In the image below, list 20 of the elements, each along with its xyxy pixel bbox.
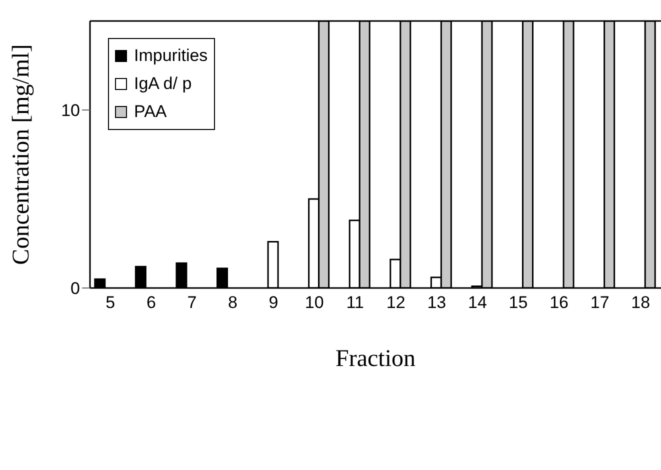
x-tick-label: 15 [508,293,528,312]
x-tick-label: 8 [228,293,238,312]
x-tick-label: 12 [386,293,406,312]
x-tick-label: 10 [304,293,324,312]
x-tick-label: 6 [146,293,156,312]
x-tick-label: 17 [590,293,610,312]
x-tick-label: 7 [187,293,197,312]
y-tick-label: 0 [70,279,80,298]
x-tick-label: 14 [468,293,487,312]
legend-label: Impurities [134,45,208,67]
y-axis-title: Concentration [mg/ml] [8,44,35,265]
x-tick-label: 13 [427,293,446,312]
x-tick-label: 11 [346,293,364,312]
x-tick-label: 9 [268,293,278,312]
x-axis-title: Fraction [336,346,416,372]
x-tick-label: 5 [106,293,116,312]
x-tick-label: 18 [631,293,650,312]
legend-label: PAA [134,101,167,123]
x-tick-label: 16 [550,293,568,312]
legend-label: IgA d/ p [134,73,192,95]
